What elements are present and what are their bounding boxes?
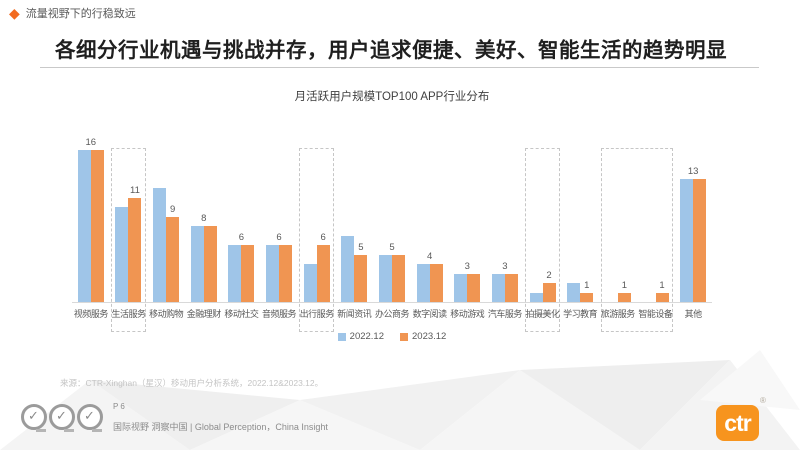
bar-2022.12 — [341, 235, 355, 302]
bar-value-label: 1 — [621, 279, 628, 291]
x-axis-label: 其他 — [684, 309, 703, 319]
badge-check-icon — [21, 404, 47, 432]
bar-value-label: 3 — [464, 260, 470, 272]
bar-2023.12 — [467, 273, 481, 302]
bar-value-label: 1 — [584, 279, 590, 291]
legend-label: 2023.12 — [412, 331, 447, 342]
bar-2022.12 — [228, 245, 242, 302]
bar-value-label: 5 — [389, 241, 395, 253]
bar-2023.12 — [580, 292, 594, 302]
chart-plot: 16 11 9 8 6 6 6 5 5 4 3 3 2 1 1 1 13 — [72, 137, 712, 303]
bar-2022.12 — [153, 188, 167, 302]
legend-label: 2022.12 — [349, 331, 384, 342]
diamond-bullet-icon: ◆ — [9, 5, 20, 21]
x-axis-label: 出行服务 — [299, 309, 335, 319]
x-axis-label: 智能设备 — [638, 309, 673, 319]
badge-check-icon — [49, 404, 75, 432]
bar-2022.12 — [454, 273, 468, 302]
legend-item-2023.12: 2023.12 — [400, 331, 446, 342]
page-number: P 6 — [113, 402, 125, 411]
bar-value-label: 11 — [130, 184, 140, 196]
bar-2023.12 — [542, 283, 556, 302]
x-axis-label: 生活服务 — [111, 309, 146, 319]
kicker-label: 流量视野下的行稳致远 — [25, 8, 136, 20]
legend-swatch — [400, 332, 408, 341]
x-axis-labels: 视频服务 生活服务 移动购物 金融理财 移动社交 音频服务 出行服务 新闻资讯 办公商务 数字阅读… — [72, 307, 712, 320]
x-axis-label: 拍摄美化 — [525, 309, 561, 319]
bar-value-label: 13 — [687, 165, 699, 177]
highlight-box — [600, 148, 673, 332]
certification-badges — [21, 404, 103, 432]
badge-check-icon — [77, 404, 103, 432]
chart-legend: 2022.12 2023.12 — [72, 331, 712, 342]
bar-value-label: 16 — [85, 137, 97, 148]
bar-value-label: 6 — [320, 232, 326, 243]
bar-2022.12 — [115, 207, 129, 302]
title-underline — [40, 67, 759, 68]
chart-title: 月活跃用户规模TOP100 APP行业分布 — [294, 91, 490, 103]
bar-2023.12 — [241, 245, 255, 302]
source-note: 来源：CTR-Xinghan（星汉）移动用户分析系统，2022.12&2023.… — [60, 378, 324, 388]
bar-2023.12 — [166, 216, 180, 302]
bar-2022.12 — [379, 254, 392, 302]
bar-2023.12 — [279, 245, 293, 302]
bar-2023.12 — [655, 292, 669, 302]
ctr-logo-text: ctr — [724, 409, 751, 436]
bar-2023.12 — [354, 254, 368, 302]
x-axis-label: 旅游服务 — [600, 309, 636, 319]
legend-swatch — [337, 332, 346, 341]
registered-trademark-icon: ® — [760, 396, 766, 405]
bar-2023.12 — [429, 264, 443, 302]
bar-2023.12 — [90, 150, 104, 302]
highlight-box — [299, 148, 335, 332]
highlight-box — [111, 148, 146, 332]
bar-value-label: 6 — [238, 232, 245, 243]
x-axis-label: 学习教育 — [563, 309, 598, 319]
bar-value-label: 6 — [276, 232, 282, 243]
x-axis-label: 办公商务 — [374, 309, 410, 319]
x-axis-label: 移动购物 — [149, 309, 184, 319]
bar-2023.12 — [617, 292, 631, 302]
bar-value-label: 3 — [502, 260, 508, 272]
bar-2023.12 — [203, 226, 217, 302]
bar-2022.12 — [77, 150, 91, 302]
bar-2022.12 — [190, 226, 204, 302]
bar-chart: 16 11 9 8 6 6 6 5 5 4 3 3 2 1 1 1 13 视频服务 生活服务 移动购物 金融理财 移动社… — [72, 137, 712, 334]
bar-value-label: 4 — [426, 251, 433, 262]
footer-tagline: 国际视野 洞察中国 | Global Perception，China Insi… — [113, 422, 328, 432]
x-axis-label: 数字阅读 — [412, 309, 448, 319]
legend-item-2022.12: 2022.12 — [337, 331, 384, 342]
highlight-box — [525, 148, 560, 332]
bar-2022.12 — [303, 264, 317, 302]
bar-2023.12 — [316, 245, 330, 302]
x-axis-label: 音频服务 — [262, 309, 297, 319]
bar-2022.12 — [266, 245, 280, 302]
bar-value-label: 9 — [169, 203, 176, 215]
bar-value-label: 2 — [546, 270, 552, 281]
bar-2022.12 — [491, 273, 505, 302]
x-axis-label: 汽车服务 — [487, 309, 523, 319]
slide-kicker: ◆ 流量视野下的行稳致远 — [9, 5, 136, 21]
x-axis-label: 金融理财 — [186, 309, 222, 319]
bar-value-label: 5 — [358, 241, 364, 253]
x-axis-label: 视频服务 — [73, 309, 109, 319]
bar-2023.12 — [504, 273, 518, 302]
bar-2023.12 — [693, 178, 707, 302]
bar-2022.12 — [567, 283, 581, 302]
x-axis-label: 移动社交 — [224, 309, 259, 319]
bar-value-label: 1 — [659, 279, 665, 291]
page-title: 各细分行业机遇与挑战并存，用户追求便捷、美好、智能生活的趋势明显 — [55, 39, 727, 62]
bar-2023.12 — [392, 254, 405, 302]
bar-2023.12 — [128, 197, 142, 302]
ctr-logo: ctr — [716, 405, 759, 441]
background-polygon-texture — [0, 350, 800, 450]
x-axis-label: 移动游戏 — [450, 309, 485, 319]
bar-2022.12 — [416, 264, 430, 302]
bar-2022.12 — [529, 292, 543, 302]
bar-2022.12 — [680, 178, 694, 302]
x-axis-label: 新闻资讯 — [337, 309, 372, 319]
bar-value-label: 8 — [201, 213, 207, 224]
